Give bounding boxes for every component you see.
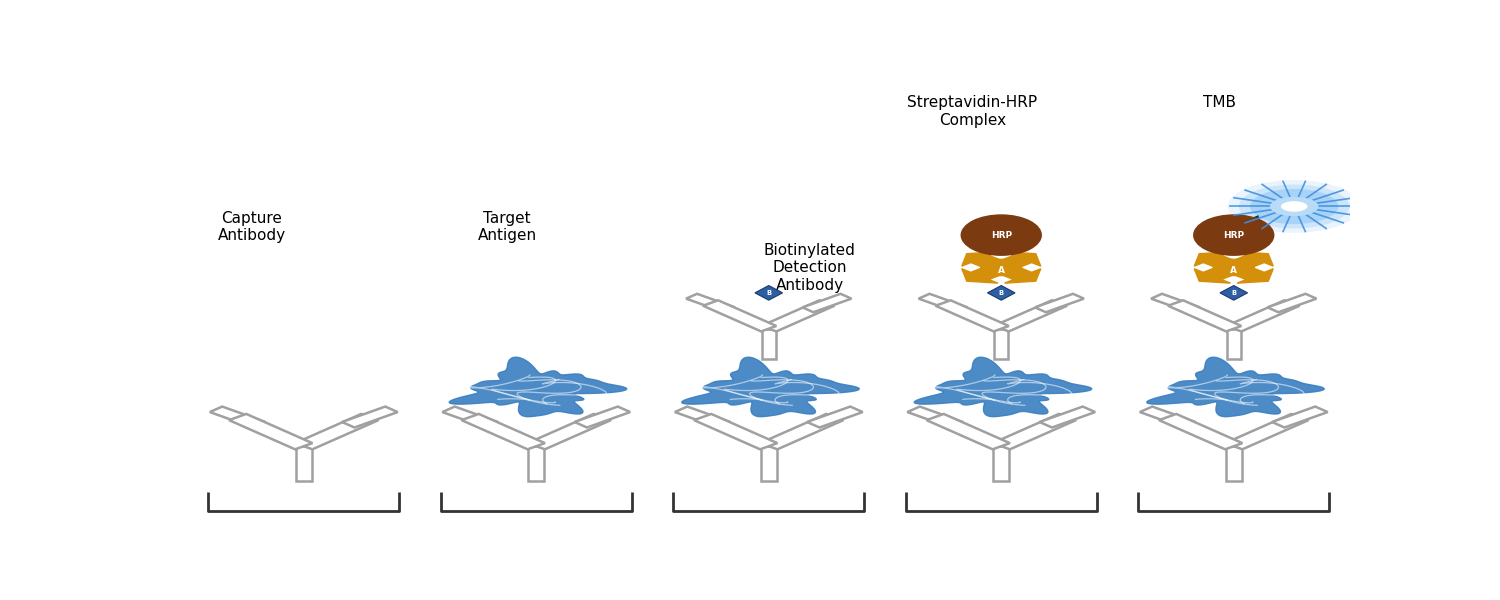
Polygon shape bbox=[296, 446, 312, 481]
Polygon shape bbox=[927, 414, 1010, 449]
FancyArrow shape bbox=[1224, 264, 1274, 283]
Polygon shape bbox=[1168, 301, 1242, 331]
Polygon shape bbox=[574, 407, 630, 428]
Polygon shape bbox=[296, 414, 378, 449]
Polygon shape bbox=[1268, 294, 1317, 312]
Polygon shape bbox=[675, 407, 730, 428]
Polygon shape bbox=[528, 446, 544, 481]
Polygon shape bbox=[1140, 407, 1196, 428]
Text: Capture
Antibody: Capture Antibody bbox=[217, 211, 285, 243]
Polygon shape bbox=[210, 407, 266, 428]
Ellipse shape bbox=[960, 214, 1042, 256]
Polygon shape bbox=[686, 294, 735, 312]
FancyArrow shape bbox=[962, 264, 1011, 283]
Polygon shape bbox=[993, 446, 1010, 481]
Polygon shape bbox=[1226, 446, 1242, 481]
Circle shape bbox=[1239, 185, 1350, 229]
FancyArrow shape bbox=[962, 252, 1011, 271]
FancyArrow shape bbox=[1194, 252, 1243, 271]
Polygon shape bbox=[760, 446, 777, 481]
Text: A: A bbox=[1230, 266, 1238, 275]
Text: B: B bbox=[1232, 290, 1236, 296]
Text: A: A bbox=[998, 266, 1005, 275]
Text: B: B bbox=[766, 290, 771, 296]
Ellipse shape bbox=[1192, 214, 1275, 256]
Polygon shape bbox=[1226, 301, 1299, 331]
Polygon shape bbox=[987, 286, 1016, 300]
Polygon shape bbox=[754, 286, 783, 300]
Polygon shape bbox=[908, 407, 963, 428]
Polygon shape bbox=[450, 357, 627, 416]
Polygon shape bbox=[918, 294, 968, 312]
FancyArrow shape bbox=[992, 252, 1041, 271]
Polygon shape bbox=[1220, 286, 1248, 300]
Polygon shape bbox=[230, 414, 312, 449]
Circle shape bbox=[1228, 180, 1360, 233]
Text: B: B bbox=[999, 290, 1004, 296]
Text: Target
Antigen: Target Antigen bbox=[477, 211, 537, 243]
Polygon shape bbox=[1160, 414, 1242, 449]
Polygon shape bbox=[760, 301, 834, 331]
Polygon shape bbox=[1148, 357, 1324, 416]
Polygon shape bbox=[442, 407, 498, 428]
Text: Streptavidin-HRP
Complex: Streptavidin-HRP Complex bbox=[908, 95, 1038, 127]
Polygon shape bbox=[1035, 294, 1084, 312]
Circle shape bbox=[1270, 197, 1318, 216]
Text: HRP: HRP bbox=[1222, 230, 1245, 239]
Polygon shape bbox=[1227, 329, 1240, 359]
Circle shape bbox=[1281, 201, 1308, 212]
Polygon shape bbox=[704, 301, 777, 331]
Polygon shape bbox=[993, 414, 1076, 449]
FancyArrow shape bbox=[992, 264, 1041, 283]
Polygon shape bbox=[760, 414, 843, 449]
Polygon shape bbox=[1040, 407, 1095, 428]
Polygon shape bbox=[528, 414, 610, 449]
Polygon shape bbox=[694, 414, 777, 449]
Polygon shape bbox=[682, 357, 859, 416]
Polygon shape bbox=[762, 329, 776, 359]
Polygon shape bbox=[802, 294, 852, 312]
Text: HRP: HRP bbox=[990, 230, 1012, 239]
Polygon shape bbox=[342, 407, 398, 428]
FancyArrow shape bbox=[1194, 264, 1243, 283]
Polygon shape bbox=[1226, 414, 1308, 449]
Polygon shape bbox=[1150, 294, 1200, 312]
Polygon shape bbox=[994, 329, 1008, 359]
Polygon shape bbox=[993, 301, 1066, 331]
Circle shape bbox=[1250, 189, 1338, 224]
Polygon shape bbox=[936, 301, 1010, 331]
Polygon shape bbox=[915, 357, 1092, 416]
Text: TMB: TMB bbox=[1203, 95, 1236, 110]
Polygon shape bbox=[807, 407, 862, 428]
Text: Biotinylated
Detection
Antibody: Biotinylated Detection Antibody bbox=[764, 243, 855, 293]
Polygon shape bbox=[1272, 407, 1328, 428]
Circle shape bbox=[1214, 259, 1254, 275]
Circle shape bbox=[981, 259, 1022, 275]
FancyArrow shape bbox=[1224, 252, 1274, 271]
Polygon shape bbox=[462, 414, 544, 449]
